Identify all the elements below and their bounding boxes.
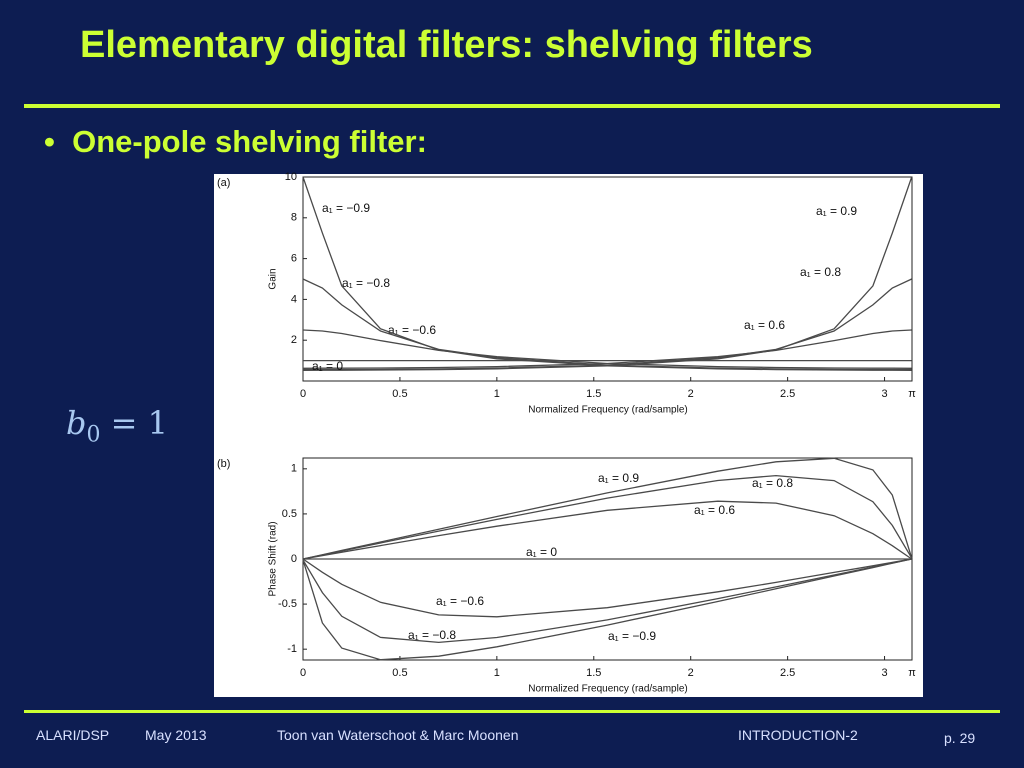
x-tick-label: 0.5 xyxy=(392,388,407,400)
footer-rule xyxy=(24,710,1000,713)
x-tick-label: 3 xyxy=(881,388,887,400)
curve-label: a₁ = −0.6 xyxy=(388,323,436,337)
curve-label: a₁ = −0.8 xyxy=(342,276,390,290)
footer-authors: Toon van Waterschoot & Marc Moonen xyxy=(277,727,519,743)
curve-label: a₁ = 0 xyxy=(312,359,343,373)
curve-label: a₁ = 0 xyxy=(526,545,557,559)
y-tick-label: 10 xyxy=(285,171,297,183)
curve-label: a₁ = −0.9 xyxy=(322,201,370,215)
y-axis-label: Phase Shift (rad) xyxy=(268,521,279,596)
footer-date: May 2013 xyxy=(145,727,207,743)
curve-label: a₁ = 0.6 xyxy=(744,318,785,332)
x-tick-label: 0 xyxy=(300,388,306,400)
bullet-text: One-pole shelving filter: xyxy=(72,124,427,159)
curve-label: a₁ = −0.9 xyxy=(608,629,656,643)
x-tick-label: 0 xyxy=(300,667,306,679)
curve xyxy=(302,558,912,661)
x-tick-label: 2 xyxy=(688,388,694,400)
curve xyxy=(302,329,912,369)
y-tick-label: 1 xyxy=(291,463,297,475)
x-tick-label: 2 xyxy=(688,667,694,679)
x-tick-label: 1 xyxy=(494,388,500,400)
eq-lhs: b xyxy=(66,404,87,442)
y-axis-label: Gain xyxy=(268,268,279,289)
equation: b0 = 1 xyxy=(66,404,168,447)
y-tick-label: 2 xyxy=(291,334,297,346)
curve xyxy=(302,558,912,618)
x-tick-label: 2.5 xyxy=(780,667,795,679)
x-tick-label: 1 xyxy=(494,667,500,679)
x-axis-label: Normalized Frequency (rad/sample) xyxy=(528,405,688,416)
x-tick-label: π xyxy=(908,667,916,679)
eq-sub: 0 xyxy=(86,422,101,448)
title-rule xyxy=(24,104,1000,108)
curve-label: a₁ = 0.8 xyxy=(800,265,841,279)
bullet: • One-pole shelving filter: xyxy=(44,124,427,159)
y-tick-label: 0 xyxy=(291,553,297,565)
footer-course: ALARI/DSP xyxy=(36,727,110,743)
curve-label: a₁ = 0.6 xyxy=(694,503,735,517)
curve-label: a₁ = 0.9 xyxy=(598,471,639,485)
curve-label: a₁ = 0.8 xyxy=(752,476,793,490)
x-axis-label: Normalized Frequency (rad/sample) xyxy=(528,684,688,695)
curve-label: a₁ = −0.6 xyxy=(436,594,484,608)
y-tick-label: 0.5 xyxy=(282,508,297,520)
curve xyxy=(302,474,913,560)
y-tick-label: -1 xyxy=(287,643,297,655)
panel-label: (a) xyxy=(217,177,230,189)
curve xyxy=(302,176,912,371)
x-tick-label: 1.5 xyxy=(586,667,601,679)
eq-rhs: = 1 xyxy=(110,404,168,442)
x-tick-label: π xyxy=(908,388,916,400)
x-tick-label: 1.5 xyxy=(586,388,601,400)
slide-title: Elementary digital filters: shelving fil… xyxy=(80,24,813,66)
y-tick-label: 6 xyxy=(291,253,297,265)
panel-label: (b) xyxy=(217,458,230,470)
x-tick-label: 3 xyxy=(881,667,887,679)
x-tick-label: 0.5 xyxy=(392,667,407,679)
y-tick-label: -0.5 xyxy=(278,598,297,610)
curve xyxy=(302,500,913,560)
curve-label: a₁ = 0.9 xyxy=(816,204,857,218)
x-tick-label: 2.5 xyxy=(780,388,795,400)
figure-bg xyxy=(214,174,923,697)
curve-label: a₁ = −0.8 xyxy=(408,628,456,642)
footer-page: p. 29 xyxy=(944,730,976,746)
y-tick-label: 4 xyxy=(291,293,297,305)
y-tick-label: 8 xyxy=(291,212,297,224)
footer-section: INTRODUCTION-2 xyxy=(738,727,858,743)
